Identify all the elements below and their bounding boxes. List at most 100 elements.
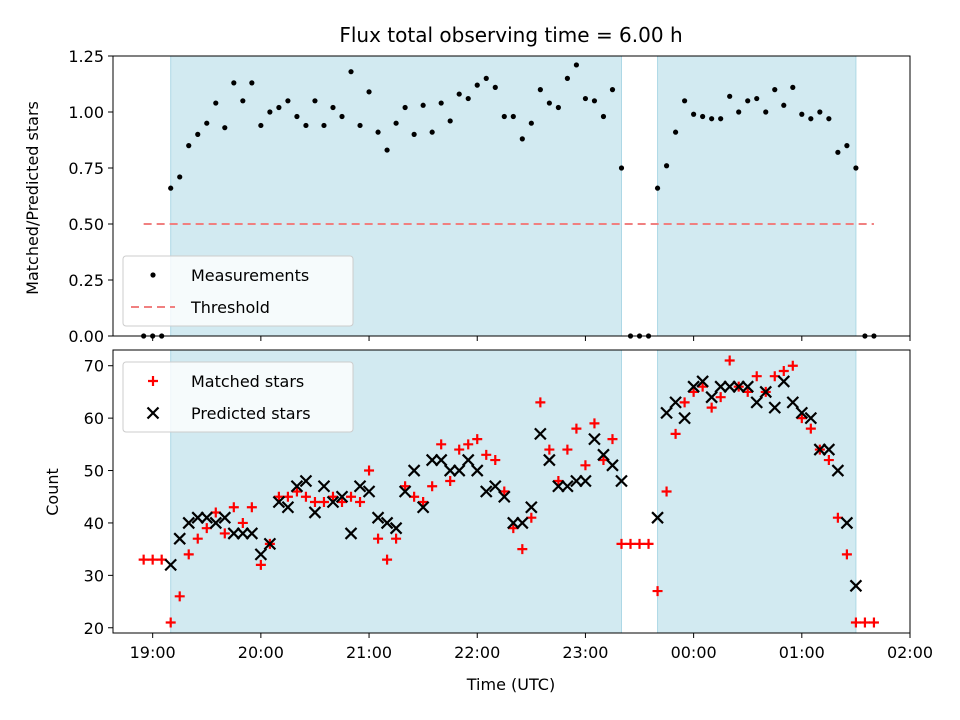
predicted-point [299, 474, 313, 488]
predicted-point [461, 453, 475, 467]
data-point [754, 95, 760, 102]
matched-point [355, 496, 366, 507]
matched-point [418, 496, 429, 507]
matched-point [751, 371, 762, 382]
data-point [654, 185, 661, 191]
predicted-point [714, 380, 727, 393]
matched-point [346, 491, 357, 502]
matched-point [427, 481, 438, 492]
predicted-point [353, 479, 367, 493]
predicted-point [597, 448, 610, 462]
data-point [781, 102, 787, 108]
x-tick-label: 23:00 [562, 643, 608, 662]
predicted-point [488, 479, 502, 493]
matched-point [724, 355, 735, 366]
data-point [727, 93, 733, 99]
data-point [249, 80, 255, 86]
predicted-stars-series [164, 375, 863, 593]
matched-point [364, 465, 375, 476]
predicted-point [750, 396, 764, 409]
matched-point [715, 392, 726, 403]
data-point [528, 120, 534, 126]
matched-point [481, 449, 492, 460]
predicted-point [498, 490, 511, 504]
legend-swatch [148, 376, 158, 386]
data-point [555, 104, 561, 111]
matched-point [228, 502, 239, 513]
predicted-point [371, 511, 385, 524]
x-tick-label: 20:00 [238, 643, 284, 662]
data-point [501, 113, 507, 120]
data-point [195, 131, 201, 137]
predicted-point [813, 443, 827, 456]
data-point [519, 136, 525, 142]
data-point [546, 100, 552, 106]
matched-point [373, 533, 384, 544]
legend-label: Matched stars [191, 372, 304, 391]
data-point [438, 100, 444, 106]
matched-point [255, 559, 266, 570]
bottom-xlabel: Time (UTC) [466, 675, 555, 694]
matched-point [634, 538, 645, 549]
predicted-point [606, 459, 619, 472]
data-point [240, 98, 246, 104]
matched-point [562, 444, 573, 455]
data-point [204, 120, 210, 126]
data-point [168, 185, 174, 191]
top-panel: 0.00 0.25 0.50 0.75 1.00 1.25 Matched/Predict… [23, 47, 911, 346]
predicted-point [741, 380, 754, 393]
data-point [537, 87, 543, 93]
predicted-point [588, 432, 601, 446]
matched-point [580, 460, 591, 471]
predicted-point [317, 479, 331, 493]
predicted-point [696, 375, 709, 388]
bottom-series [138, 355, 879, 628]
legend-swatch [146, 406, 160, 420]
legend-box [122, 255, 354, 327]
predicted-point [660, 406, 673, 420]
bottom-plot-frame [112, 349, 911, 634]
legend-box [122, 361, 354, 433]
predicted-point [615, 474, 628, 488]
predicted-point [804, 411, 818, 425]
data-point [808, 116, 814, 122]
chart-title: Flux total observing time = 6.00 h [339, 23, 682, 47]
legend-label: Measurements [191, 266, 309, 285]
x-tick-label: 22:00 [454, 643, 500, 662]
predicted-point [687, 380, 700, 393]
data-point [303, 122, 309, 129]
matched-point [868, 617, 879, 628]
predicted-point [272, 495, 286, 509]
data-point [618, 165, 625, 171]
predicted-point [344, 527, 358, 540]
predicted-point [218, 511, 232, 524]
y-tick-label: 30 [84, 566, 104, 585]
predicted-point [840, 516, 854, 530]
matched-point [850, 617, 861, 628]
matched-point [337, 496, 348, 507]
matched-point [454, 444, 465, 455]
data-point [573, 62, 580, 68]
predicted-point [209, 516, 223, 530]
data-point [474, 82, 480, 88]
y-tick-label: 40 [84, 514, 104, 533]
matched-point [445, 476, 456, 487]
data-point [799, 111, 805, 117]
matched-point [607, 434, 618, 445]
data-point [366, 89, 372, 95]
data-point [691, 111, 697, 117]
matched-point [147, 554, 158, 565]
data-point [393, 120, 399, 126]
predicted-point [227, 527, 241, 540]
predicted-point [507, 516, 520, 530]
matched-point [219, 528, 230, 539]
data-point [709, 116, 715, 122]
data-point [564, 75, 570, 81]
data-point [483, 75, 489, 81]
predicted-point [281, 500, 295, 514]
matched-point [697, 381, 708, 392]
matched-point [544, 444, 555, 455]
shaded-span [657, 349, 857, 634]
data-point [330, 104, 336, 111]
data-point [402, 104, 408, 111]
